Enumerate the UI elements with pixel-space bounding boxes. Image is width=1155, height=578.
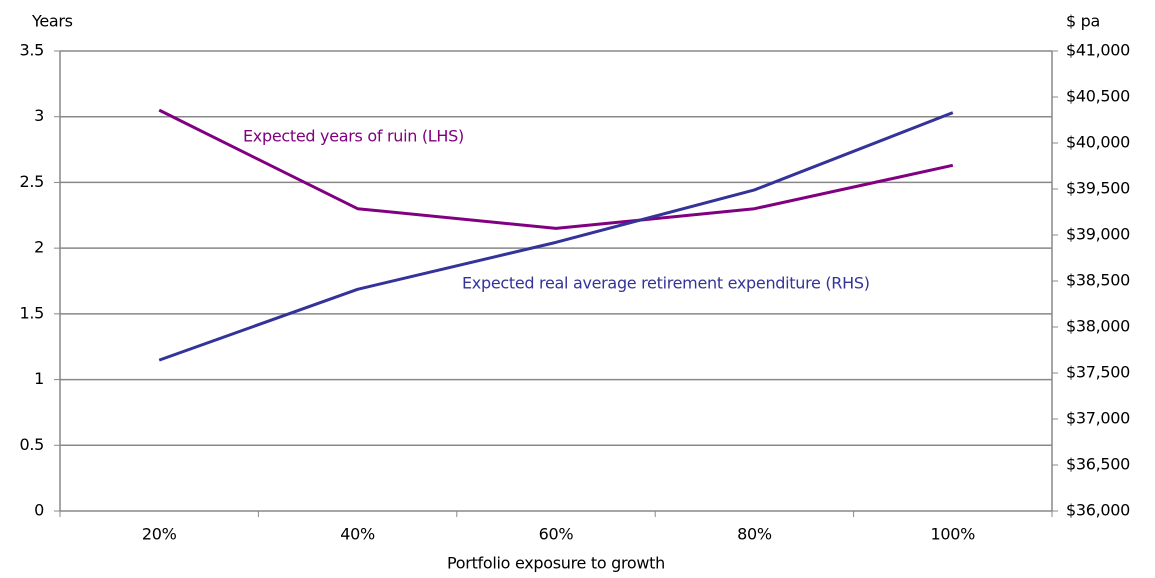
y-tick-label: 1 [34,369,44,388]
series-line [158,108,954,230]
series-label: Expected real average retirement expendi… [462,274,870,293]
x-tick-label: 80% [737,525,772,544]
y-tick-label: 2 [34,238,44,257]
y2-tick-label: $39,500 [1066,179,1130,198]
x-tick-label: 60% [539,525,574,544]
x-tick-label: 40% [340,525,375,544]
series-line [158,111,954,362]
y-tick-label: 3.5 [19,41,44,60]
y2-axis-label: $ pa [1066,12,1100,31]
x-axis-label: Portfolio exposure to growth [447,554,665,573]
y2-tick-label: $39,000 [1066,225,1130,244]
y-tick-label: 2.5 [19,172,44,191]
y2-tick-label: $40,000 [1066,133,1130,152]
x-tick-label: 20% [142,525,177,544]
y2-tick-label: $37,500 [1066,363,1130,382]
y2-tick-label: $41,000 [1066,41,1130,60]
y2-tick-label: $36,500 [1066,455,1130,474]
y2-tick-label: $38,000 [1066,317,1130,336]
y-tick-label: 0.5 [19,435,44,454]
series-label: Expected years of ruin (LHS) [243,127,464,146]
x-tick-label: 100% [931,525,976,544]
y-tick-label: 0 [34,501,44,520]
y-tick-label: 1.5 [19,303,44,322]
y-axis-label: Years [31,12,73,31]
y2-tick-label: $40,500 [1066,87,1130,106]
y2-tick-label: $36,000 [1066,501,1130,520]
y2-tick-label: $37,000 [1066,409,1130,428]
y2-tick-label: $38,500 [1066,271,1130,290]
y-tick-label: 3 [34,106,44,125]
